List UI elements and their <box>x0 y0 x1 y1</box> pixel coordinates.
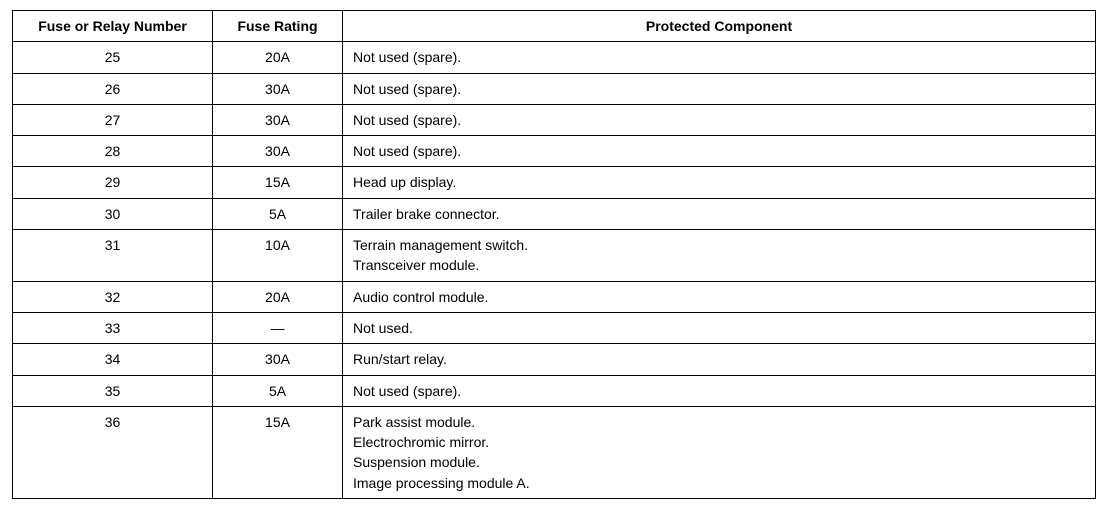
cell-rating: 15A <box>213 406 343 498</box>
cell-number: 36 <box>13 406 213 498</box>
cell-component: Audio control module. <box>343 281 1096 312</box>
cell-component: Terrain management switch. Transceiver m… <box>343 230 1096 282</box>
cell-rating: 30A <box>213 73 343 104</box>
cell-component: Trailer brake connector. <box>343 198 1096 229</box>
col-header-number: Fuse or Relay Number <box>13 11 213 42</box>
cell-component: Not used (spare). <box>343 73 1096 104</box>
table-row: 27 30A Not used (spare). <box>13 104 1096 135</box>
cell-component: Not used (spare). <box>343 375 1096 406</box>
cell-rating: 30A <box>213 104 343 135</box>
table-row: 26 30A Not used (spare). <box>13 73 1096 104</box>
cell-number: 34 <box>13 344 213 375</box>
cell-number: 33 <box>13 312 213 343</box>
cell-number: 31 <box>13 230 213 282</box>
cell-rating: 10A <box>213 230 343 282</box>
table-row: 31 10A Terrain management switch. Transc… <box>13 230 1096 282</box>
cell-number: 32 <box>13 281 213 312</box>
cell-number: 29 <box>13 167 213 198</box>
table-row: 34 30A Run/start relay. <box>13 344 1096 375</box>
cell-number: 26 <box>13 73 213 104</box>
col-header-component: Protected Component <box>343 11 1096 42</box>
cell-number: 27 <box>13 104 213 135</box>
cell-number: 25 <box>13 42 213 73</box>
cell-rating: 30A <box>213 344 343 375</box>
table-body: 25 20A Not used (spare). 26 30A Not used… <box>13 42 1096 499</box>
table-row: 28 30A Not used (spare). <box>13 136 1096 167</box>
cell-number: 35 <box>13 375 213 406</box>
cell-rating: 20A <box>213 281 343 312</box>
cell-rating: 30A <box>213 136 343 167</box>
cell-rating: 15A <box>213 167 343 198</box>
table-row: 36 15A Park assist module. Electrochromi… <box>13 406 1096 498</box>
table-header: Fuse or Relay Number Fuse Rating Protect… <box>13 11 1096 42</box>
cell-component: Park assist module. Electrochromic mirro… <box>343 406 1096 498</box>
fuse-table: Fuse or Relay Number Fuse Rating Protect… <box>12 10 1096 499</box>
cell-component: Not used (spare). <box>343 104 1096 135</box>
table-row: 33 — Not used. <box>13 312 1096 343</box>
cell-number: 28 <box>13 136 213 167</box>
table-row: 29 15A Head up display. <box>13 167 1096 198</box>
cell-rating: 5A <box>213 198 343 229</box>
table-row: 32 20A Audio control module. <box>13 281 1096 312</box>
cell-component: Not used. <box>343 312 1096 343</box>
table-row: 30 5A Trailer brake connector. <box>13 198 1096 229</box>
cell-rating: 5A <box>213 375 343 406</box>
table-row: 25 20A Not used (spare). <box>13 42 1096 73</box>
table-row: 35 5A Not used (spare). <box>13 375 1096 406</box>
col-header-rating: Fuse Rating <box>213 11 343 42</box>
cell-component: Not used (spare). <box>343 42 1096 73</box>
cell-rating: — <box>213 312 343 343</box>
cell-component: Head up display. <box>343 167 1096 198</box>
cell-rating: 20A <box>213 42 343 73</box>
cell-component: Not used (spare). <box>343 136 1096 167</box>
cell-number: 30 <box>13 198 213 229</box>
cell-component: Run/start relay. <box>343 344 1096 375</box>
